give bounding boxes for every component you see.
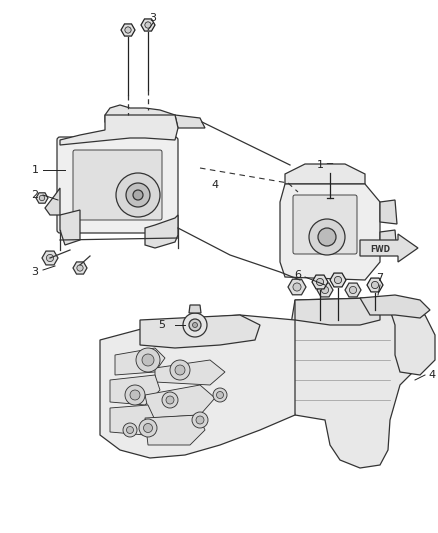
Circle shape (144, 424, 152, 432)
Circle shape (334, 277, 342, 284)
Circle shape (192, 322, 198, 327)
Polygon shape (380, 200, 397, 224)
Polygon shape (110, 405, 155, 435)
Circle shape (125, 385, 145, 405)
Text: FWD: FWD (370, 245, 390, 254)
Polygon shape (141, 19, 155, 31)
Circle shape (318, 228, 336, 246)
Polygon shape (317, 283, 333, 297)
Polygon shape (145, 215, 178, 248)
Polygon shape (115, 348, 165, 375)
Text: 5: 5 (159, 320, 166, 330)
Polygon shape (280, 184, 380, 280)
FancyBboxPatch shape (73, 150, 162, 220)
Polygon shape (367, 278, 383, 292)
Polygon shape (380, 230, 397, 254)
Circle shape (316, 278, 324, 286)
Circle shape (175, 365, 185, 375)
Polygon shape (295, 298, 380, 325)
Text: 7: 7 (376, 273, 384, 283)
Circle shape (166, 396, 174, 404)
Circle shape (116, 173, 160, 217)
Polygon shape (312, 275, 328, 289)
Polygon shape (42, 251, 58, 265)
Circle shape (139, 419, 157, 437)
Circle shape (309, 219, 345, 255)
Polygon shape (121, 24, 135, 36)
Text: 6: 6 (294, 270, 301, 280)
Circle shape (123, 423, 137, 437)
Circle shape (293, 283, 301, 291)
Circle shape (136, 348, 160, 372)
Circle shape (77, 265, 83, 271)
Circle shape (350, 286, 357, 294)
Text: 3: 3 (32, 267, 39, 277)
Polygon shape (45, 188, 60, 215)
Polygon shape (390, 310, 435, 375)
Circle shape (130, 390, 140, 400)
Polygon shape (360, 234, 418, 262)
Circle shape (126, 183, 150, 207)
Polygon shape (325, 164, 335, 172)
FancyBboxPatch shape (57, 137, 178, 233)
Circle shape (142, 354, 154, 366)
Polygon shape (140, 315, 260, 348)
Circle shape (145, 22, 151, 28)
Text: 1: 1 (32, 165, 39, 175)
Polygon shape (288, 279, 306, 295)
Text: 1: 1 (317, 160, 324, 170)
Polygon shape (73, 262, 87, 274)
Polygon shape (60, 115, 178, 145)
Circle shape (328, 166, 332, 170)
Circle shape (213, 388, 227, 402)
Polygon shape (145, 415, 205, 445)
Circle shape (162, 392, 178, 408)
Polygon shape (110, 375, 160, 405)
Polygon shape (175, 115, 205, 128)
Polygon shape (330, 273, 346, 287)
Polygon shape (145, 385, 215, 418)
Polygon shape (345, 283, 361, 297)
FancyBboxPatch shape (293, 195, 357, 254)
Text: 3: 3 (149, 13, 156, 23)
Circle shape (196, 416, 204, 424)
Circle shape (125, 27, 131, 33)
Circle shape (371, 281, 378, 288)
Text: 4: 4 (212, 180, 219, 190)
Circle shape (216, 392, 223, 399)
Circle shape (321, 286, 328, 294)
Circle shape (127, 426, 134, 433)
Circle shape (192, 412, 208, 428)
Circle shape (46, 254, 53, 262)
Polygon shape (360, 295, 430, 318)
Polygon shape (60, 210, 80, 245)
Polygon shape (155, 360, 225, 385)
Polygon shape (100, 315, 295, 458)
Circle shape (183, 313, 207, 337)
Circle shape (39, 195, 45, 201)
Circle shape (189, 319, 201, 331)
Text: 4: 4 (428, 370, 435, 380)
Text: 2: 2 (32, 190, 39, 200)
Polygon shape (189, 305, 201, 313)
Polygon shape (285, 164, 365, 184)
Polygon shape (105, 105, 178, 128)
Polygon shape (36, 193, 48, 203)
Circle shape (133, 190, 143, 200)
Circle shape (170, 360, 190, 380)
Polygon shape (290, 298, 420, 468)
